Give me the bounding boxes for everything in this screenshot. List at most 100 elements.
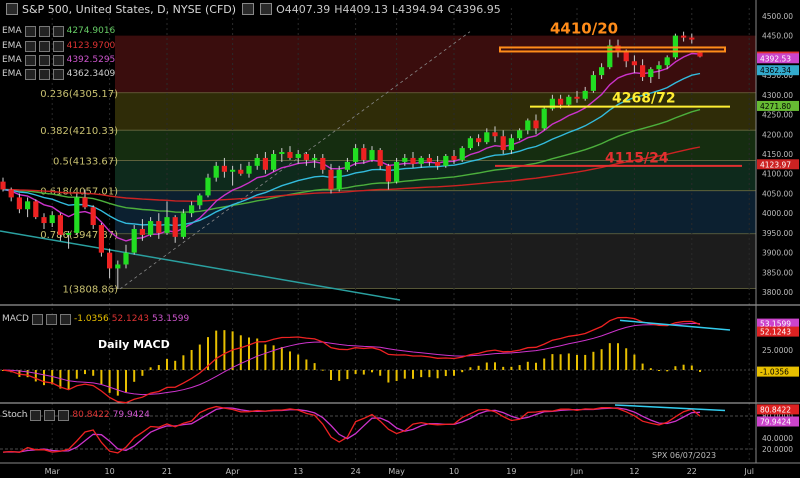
macd-histogram-bar bbox=[518, 365, 521, 370]
ema-value: 4392.5295 bbox=[66, 55, 116, 65]
macd-histogram-bar bbox=[116, 370, 119, 396]
time-tick-label: 24 bbox=[351, 467, 361, 476]
visibility-icon[interactable] bbox=[24, 40, 36, 52]
ema-label: EMA bbox=[2, 26, 22, 36]
candle-body bbox=[664, 57, 670, 66]
macd-histogram-bar bbox=[559, 354, 562, 370]
price-tick-label: 4150.00 bbox=[762, 150, 793, 159]
ema-value: 4123.9700 bbox=[66, 41, 116, 51]
candle-body bbox=[599, 67, 605, 76]
fib-zone-band bbox=[115, 35, 756, 93]
settings-icon[interactable] bbox=[242, 3, 255, 15]
macd-histogram-bar bbox=[297, 354, 300, 370]
fib-label: 0.236(4305.17) bbox=[40, 89, 118, 100]
settings-icon[interactable] bbox=[38, 68, 50, 80]
ohlc-open: O4407.39 bbox=[276, 2, 331, 16]
candle-body bbox=[246, 165, 252, 174]
close-icon[interactable] bbox=[52, 40, 64, 52]
visibility-icon[interactable] bbox=[30, 409, 42, 421]
macd-histogram-bar bbox=[190, 349, 193, 370]
macd-histogram-bar bbox=[141, 370, 144, 376]
price-badge bbox=[757, 100, 799, 111]
settings-icon[interactable] bbox=[38, 54, 50, 66]
candle-body bbox=[303, 154, 309, 160]
macd-histogram-bar bbox=[289, 351, 291, 370]
candle-body bbox=[508, 138, 514, 151]
ema-line bbox=[2, 146, 701, 202]
close-icon[interactable] bbox=[52, 54, 64, 66]
candle-body bbox=[369, 150, 375, 160]
macd-pane-legend[interactable]: MACD -1.0356 52.1243 53.1599 bbox=[2, 313, 189, 325]
macd-histogram-bar bbox=[412, 370, 414, 379]
price-tick-label: 4050.00 bbox=[762, 189, 793, 198]
close-icon[interactable] bbox=[260, 3, 273, 15]
candle-body bbox=[16, 197, 22, 210]
fib-zone-band bbox=[115, 233, 756, 289]
gridlines bbox=[51, 8, 750, 460]
settings-icon[interactable] bbox=[45, 313, 57, 325]
ema-label: EMA bbox=[2, 55, 22, 65]
ema-lines bbox=[2, 52, 701, 242]
visibility-icon[interactable] bbox=[24, 54, 36, 66]
ema-row-1[interactable]: EMA 4274.9016 bbox=[2, 25, 115, 37]
candle-body bbox=[271, 154, 277, 170]
ema-row-2[interactable]: EMA 4123.9700 bbox=[2, 40, 115, 52]
time-tick-label: 21 bbox=[162, 467, 172, 476]
candle-body bbox=[476, 138, 482, 143]
time-tick-label: 10 bbox=[105, 467, 115, 476]
macd-histogram-bar bbox=[272, 345, 275, 370]
candle-body bbox=[8, 189, 14, 198]
time-tick-label: Mar bbox=[45, 467, 61, 476]
down-trendline bbox=[0, 230, 401, 301]
candle-body bbox=[558, 98, 564, 105]
macd-histogram-bar bbox=[617, 343, 619, 370]
candle-body bbox=[525, 120, 531, 131]
close-icon[interactable] bbox=[52, 68, 64, 80]
collapse-icon[interactable] bbox=[6, 3, 18, 15]
macd-histogram-bar bbox=[477, 365, 480, 370]
candle-body bbox=[361, 148, 367, 160]
ohlc-close: C4396.95 bbox=[447, 2, 501, 16]
candle-body bbox=[681, 35, 687, 38]
price-tick-label: 4500.00 bbox=[762, 12, 793, 21]
time-tick-label: 13 bbox=[293, 467, 303, 476]
macd-histogram-bar bbox=[354, 370, 357, 375]
visibility-icon[interactable] bbox=[31, 313, 43, 325]
candle-body bbox=[312, 157, 318, 160]
ema-row-4[interactable]: EMA 4362.3409 bbox=[2, 68, 115, 80]
settings-icon[interactable] bbox=[38, 40, 50, 52]
settings-icon[interactable] bbox=[44, 409, 56, 421]
macd-histogram-bar bbox=[313, 363, 316, 370]
macd-histogram-bar bbox=[157, 365, 160, 370]
time-tick-label: Jun bbox=[570, 467, 584, 476]
stoch-pane-legend[interactable]: Stoch 80.8422 79.9424 bbox=[2, 409, 150, 421]
price-tick-label: 4450.00 bbox=[762, 32, 793, 41]
level-label-4115: 4115/24 bbox=[605, 151, 669, 167]
ema-row-3[interactable]: EMA 4392.5295 bbox=[2, 54, 115, 66]
macd-histogram-bar bbox=[100, 370, 103, 385]
price-tick-label: 3950.00 bbox=[762, 229, 793, 238]
macd-histogram-bar bbox=[26, 370, 29, 378]
candle-body bbox=[385, 165, 391, 182]
candle-body bbox=[164, 217, 170, 233]
macd-histogram-bar bbox=[264, 344, 267, 370]
price-badge bbox=[757, 65, 799, 76]
candle-body bbox=[377, 150, 383, 166]
candle-body bbox=[66, 232, 72, 235]
price-tick-label: 4250.00 bbox=[762, 111, 793, 120]
visibility-icon[interactable] bbox=[24, 25, 36, 37]
candle-body bbox=[451, 155, 457, 160]
macd-histogram-bar bbox=[362, 370, 365, 375]
visibility-icon[interactable] bbox=[24, 68, 36, 80]
price-badge bbox=[757, 159, 799, 170]
fib-label: 1(3808.86) bbox=[62, 285, 118, 296]
close-icon[interactable] bbox=[58, 409, 70, 421]
candle-body bbox=[640, 65, 646, 78]
settings-icon[interactable] bbox=[38, 25, 50, 37]
close-icon[interactable] bbox=[52, 25, 64, 37]
close-icon[interactable] bbox=[59, 313, 71, 325]
macd-signal-line bbox=[2, 322, 701, 396]
macd-histogram-bar bbox=[526, 361, 529, 370]
